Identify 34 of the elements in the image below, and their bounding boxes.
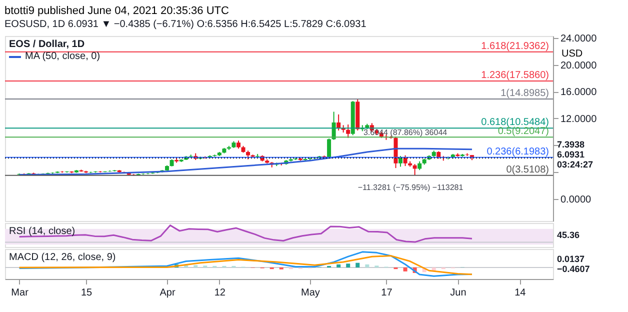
x-tick-label: May (301, 288, 320, 298)
ref-line-label: 0.236(6.1983) (486, 146, 549, 158)
legend-label: MA (50, close, 0) (25, 51, 100, 62)
annotation: −11.3281 (−75.95%) −113281 (358, 183, 464, 192)
text: 03:24:27 (557, 159, 594, 170)
y-tick-label: 16.0000 (560, 87, 598, 98)
text: 45.36 (557, 230, 580, 240)
text: −0.4607 (557, 264, 590, 274)
y-tick-label: 12.0000 (560, 114, 598, 125)
ref-line-label: 1.618(21.9362) (481, 40, 549, 52)
x-tick-label: Mar (11, 288, 30, 298)
x-tick-label: 17 (381, 288, 393, 298)
x-tick-label: 12 (214, 288, 226, 298)
text: 7.3938 (557, 139, 585, 150)
x-tick-label: Apr (160, 288, 176, 298)
y-tick-label: 0.0000 (560, 194, 592, 206)
annotation: EOS / Dollar, 1D (9, 39, 85, 50)
y-tick-label: 24.0000 (560, 34, 598, 45)
ref-line-label: 0.618(10.5484) (481, 117, 549, 128)
x-tick-label: Jun (450, 288, 466, 298)
ref-line-label: 0.5(9.2047) (498, 126, 549, 138)
chart-subtitle: EOSUSD, 1D 6.0931 ▼ −0.4385 (−6.71%) O:6.5356 H:6.5425 L:5.7829 C:6.0931 (4, 19, 367, 30)
ref-line-label: 0(3.5108) (506, 164, 549, 176)
chart-title: MACD (12, 26, close, 9) (9, 252, 116, 263)
text: 0.0137 (557, 254, 585, 264)
ref-line-label: 1(14.8985) (500, 88, 549, 100)
y-axis-title: USD (562, 48, 583, 60)
y-tick-label: 20.0000 (560, 60, 598, 72)
chart-title: btotti9 published June 04, 2021 20:35:36 UTC (4, 5, 229, 18)
text: 6.0931 (557, 149, 585, 160)
x-tick-label: 15 (80, 288, 93, 298)
ref-line-label: 1.236(17.5860) (481, 70, 549, 82)
x-tick-label: 14 (514, 288, 526, 298)
chart-title: RSI (14, close) (9, 226, 76, 237)
